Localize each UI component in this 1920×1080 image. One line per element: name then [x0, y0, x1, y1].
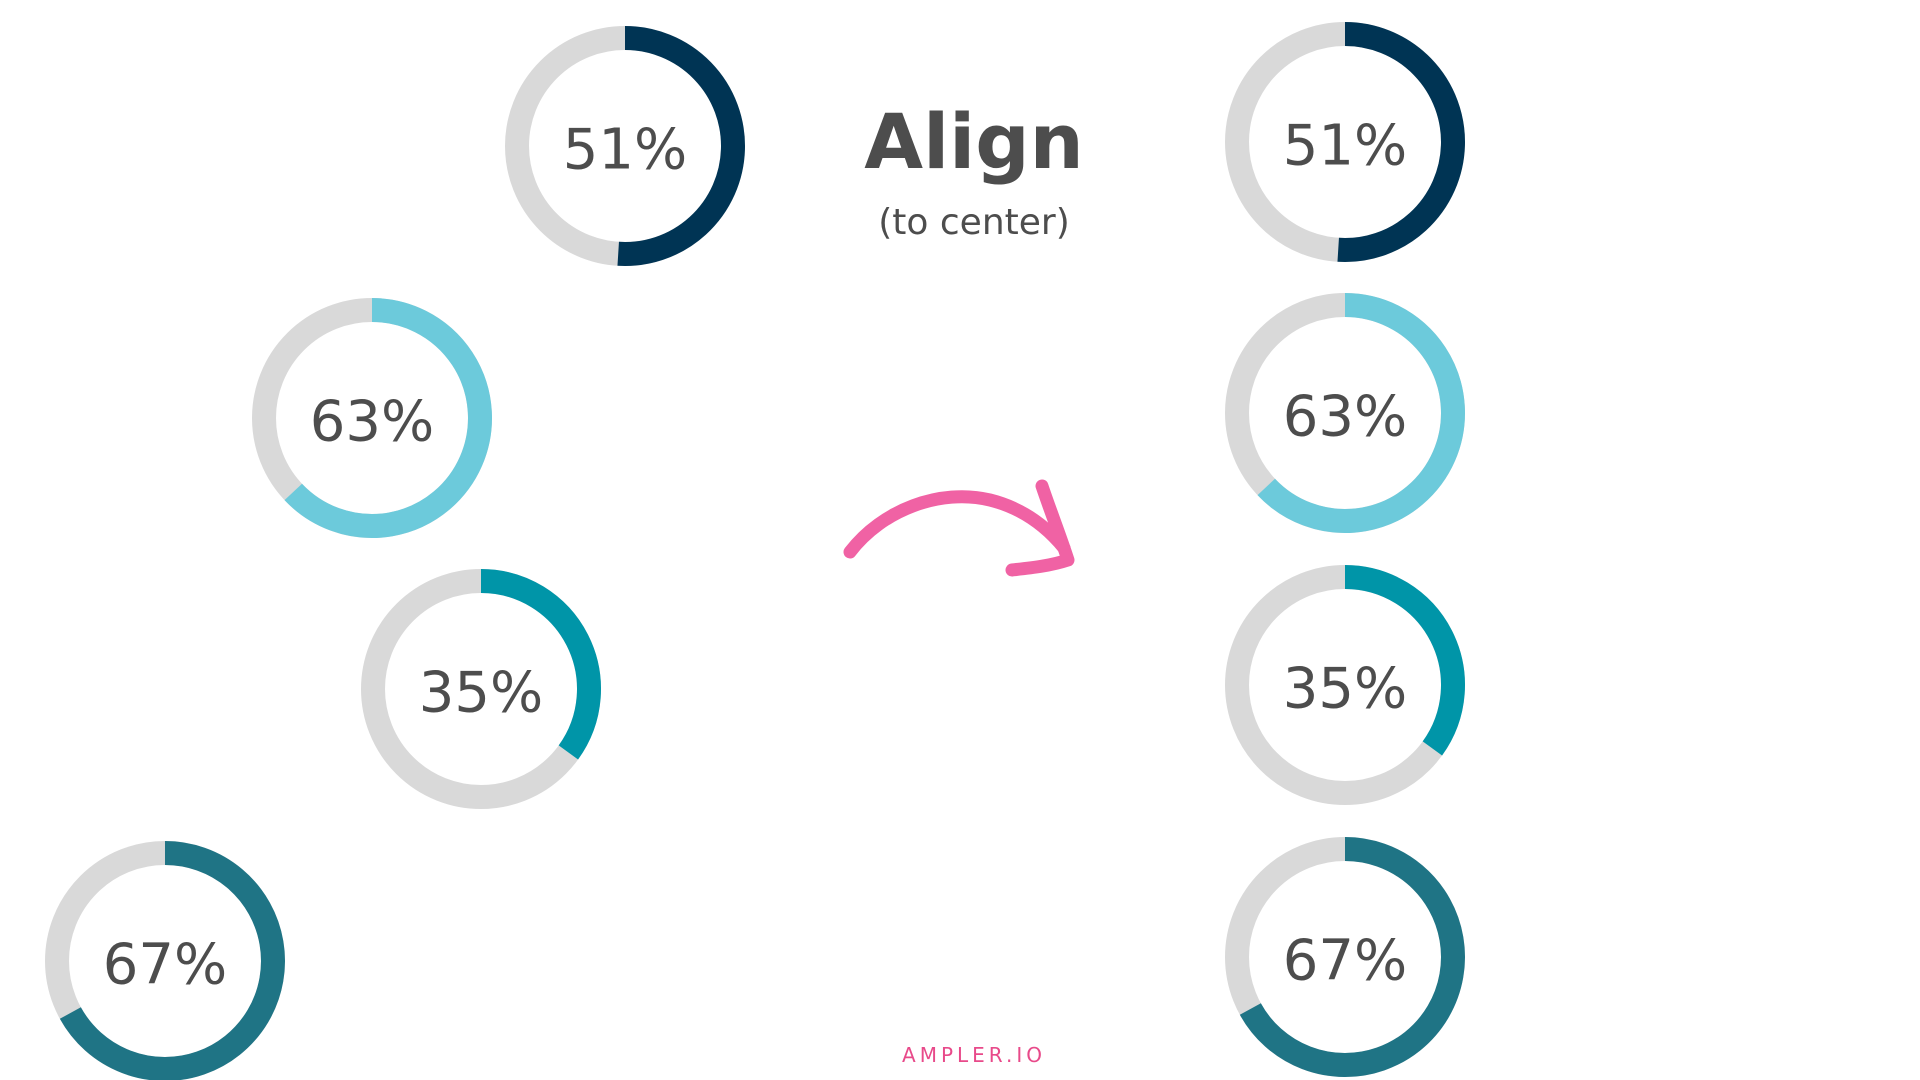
donut-before-2: 63%: [252, 298, 492, 538]
donut-progress-arc: [59, 841, 285, 1080]
donut-value-label: 51%: [563, 118, 687, 183]
donut-progress-arc: [284, 298, 492, 538]
donut-value-label: 35%: [419, 661, 543, 726]
donut-progress-arc: [1239, 837, 1465, 1077]
donut-before-1: 51%: [505, 26, 745, 266]
donut-value-label: 63%: [1283, 385, 1407, 450]
donut-before-4: 67%: [45, 841, 285, 1080]
brand-footer: AMPLER.IO: [902, 1043, 1046, 1067]
donut-value-label: 67%: [1283, 929, 1407, 994]
donut-after-2: 63%: [1225, 293, 1465, 533]
aligned-donuts-group: 51% 63% 35% 67%: [1225, 22, 1465, 1077]
donut-progress-arc: [1337, 22, 1465, 262]
donut-value-label: 35%: [1283, 657, 1407, 722]
donut-value-label: 63%: [310, 390, 434, 455]
curved-arrow-right-icon: [843, 479, 1075, 577]
donut-value-label: 67%: [103, 933, 227, 998]
heading-title: Align: [864, 97, 1083, 186]
donut-progress-arc: [480, 569, 601, 760]
donut-after-4: 67%: [1225, 837, 1465, 1077]
heading-subtitle: (to center): [878, 202, 1070, 243]
unaligned-donuts-group: 51% 63% 35% 67%: [45, 26, 745, 1080]
donut-progress-arc: [1257, 293, 1465, 533]
donut-progress-arc: [1344, 565, 1465, 756]
donut-before-3: 35%: [361, 569, 601, 809]
donut-value-label: 51%: [1283, 114, 1407, 179]
donut-progress-arc: [617, 26, 745, 266]
donut-after-1: 51%: [1225, 22, 1465, 262]
donut-after-3: 35%: [1225, 565, 1465, 805]
